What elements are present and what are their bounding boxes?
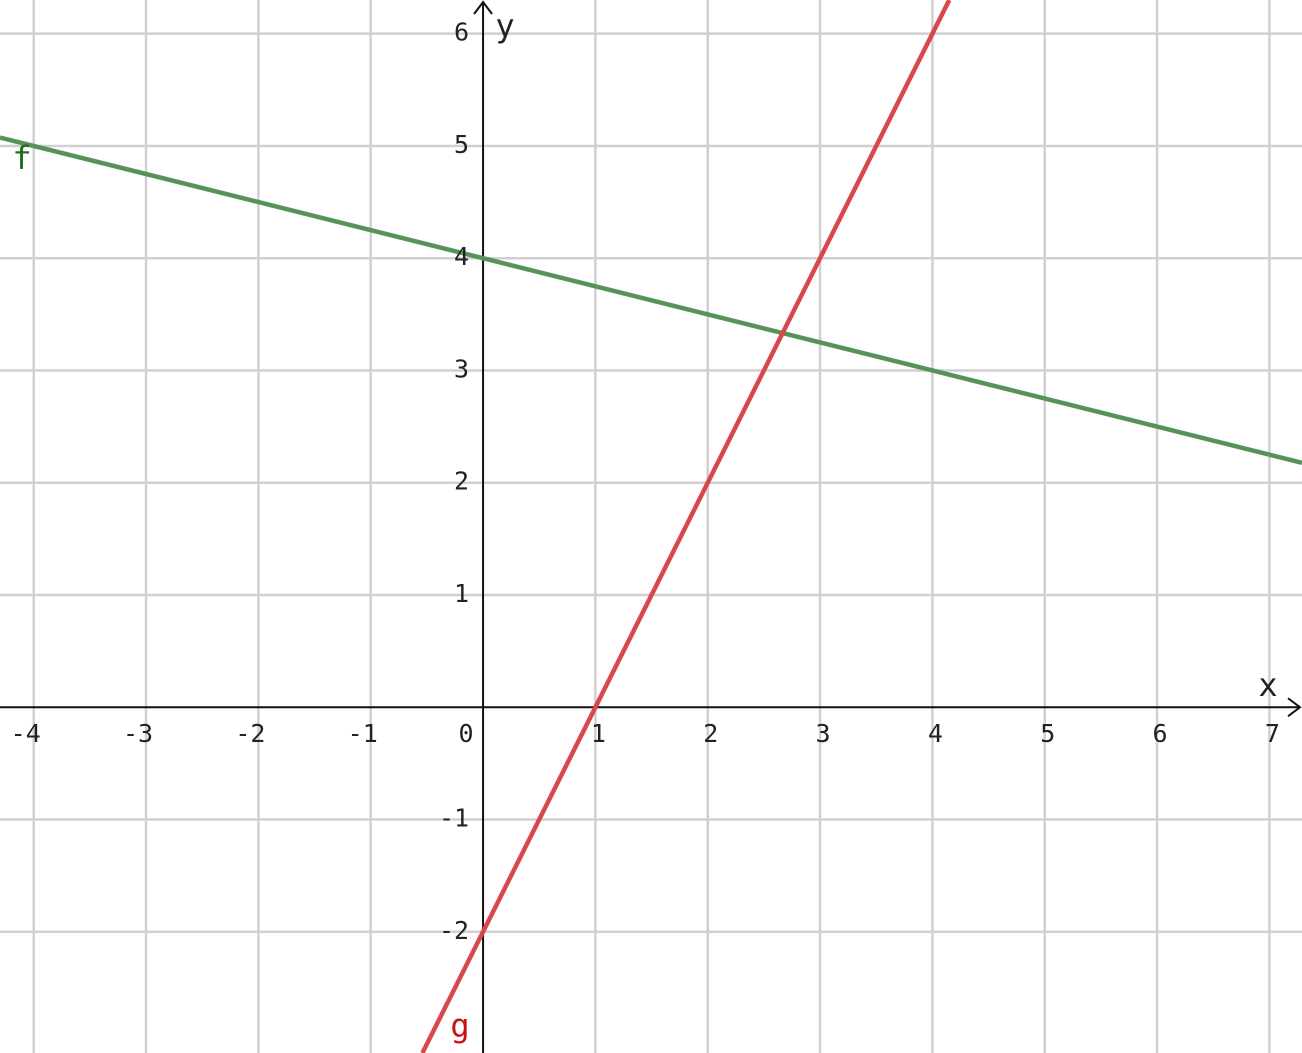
x-tick-label: 6 bbox=[1153, 719, 1168, 748]
x-tick-label: 3 bbox=[816, 719, 831, 748]
x-tick-label: 7 bbox=[1265, 719, 1280, 748]
y-tick-label: 2 bbox=[454, 467, 469, 496]
x-tick-label: 2 bbox=[703, 719, 718, 748]
x-tick-label: 4 bbox=[928, 719, 943, 748]
y-tick-label: -2 bbox=[439, 916, 469, 945]
x-tick-label: 1 bbox=[591, 719, 606, 748]
x-tick-label: -2 bbox=[235, 719, 265, 748]
y-axis-arrow bbox=[473, 0, 493, 15]
x-axis-label: x bbox=[1258, 666, 1277, 704]
x-tick-label: 5 bbox=[1040, 719, 1055, 748]
y-tick-label: -1 bbox=[439, 803, 469, 832]
function-line bbox=[420, 0, 952, 1053]
x-tick-label: -3 bbox=[123, 719, 153, 748]
y-tick-label: 6 bbox=[454, 18, 469, 47]
series-label: f bbox=[12, 139, 31, 177]
y-axis-label: y bbox=[495, 7, 514, 45]
x-tick-label: -1 bbox=[348, 719, 378, 748]
x-axis-arrow bbox=[1287, 697, 1302, 718]
series-label: g bbox=[450, 1007, 469, 1045]
y-tick-label: 4 bbox=[454, 242, 469, 271]
x-tick-label: 0 bbox=[459, 719, 474, 748]
x-tick-label: -4 bbox=[11, 719, 41, 748]
y-tick-label: 1 bbox=[454, 579, 469, 608]
labels: -4 -3 -2 -1 0 1 2 3 4 5 6 7 -2 -1 1 2 3 4 5 6 x y f g bbox=[11, 7, 1280, 1045]
function-line bbox=[0, 135, 1302, 465]
y-tick-label: 5 bbox=[454, 130, 469, 159]
y-tick-label: 3 bbox=[454, 354, 469, 383]
